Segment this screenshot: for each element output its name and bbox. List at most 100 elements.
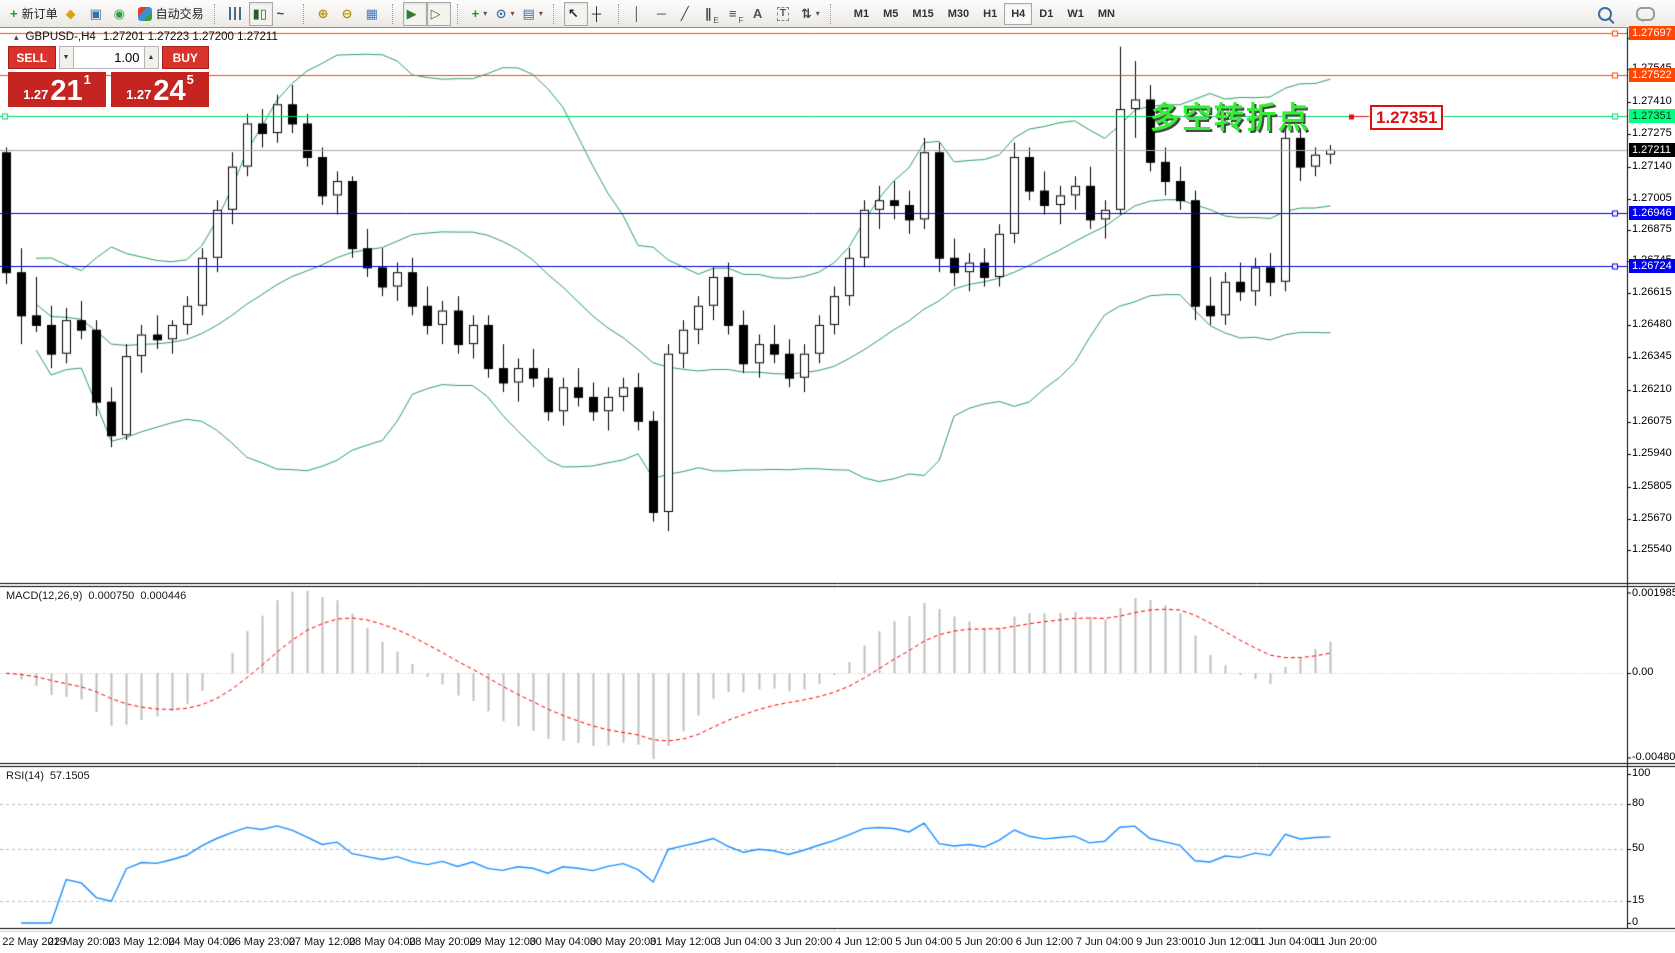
timeframe-m5-button[interactable]: M5 [876, 3, 905, 25]
signals-button[interactable]: ◉ [110, 2, 134, 26]
level-price-badge: 1.26946 [1629, 206, 1675, 220]
autotrading-button-label: 自动交易 [155, 7, 204, 21]
rsi-title: RSI(14) [6, 770, 44, 782]
time-axis-label: 11 Jun 20:00 [1314, 936, 1377, 948]
fibonacci-icon-letter: F [738, 15, 744, 25]
terminal-button[interactable]: ▣ [86, 2, 110, 26]
timeframe-m1-button[interactable]: M1 [847, 3, 876, 25]
chat-button[interactable] [1632, 2, 1659, 26]
rsi-axis-label: 100 [1632, 767, 1651, 779]
horizontal-line-button[interactable]: ─ [653, 2, 677, 26]
zoom-out-button[interactable]: ⊖ [338, 2, 362, 26]
vertical-line-button[interactable]: │ [629, 2, 653, 26]
trade-panel-prices: 1.27 21 1 1.27 24 5 [8, 72, 209, 107]
autotrading-button[interactable]: 自动交易 [134, 2, 208, 26]
toolbar-separator [391, 3, 399, 24]
chevron-down-icon: ▾ [510, 9, 515, 18]
timeframe-d1-button[interactable]: D1 [1032, 3, 1060, 25]
chart-shift-button[interactable]: ▷ [426, 1, 451, 26]
timeframe-h4-button[interactable]: H4 [1004, 2, 1033, 25]
bar-chart-icon [228, 7, 242, 20]
arrows-button[interactable]: ⇅ ▾ [797, 2, 824, 26]
metaeditor-button[interactable]: ◆ [62, 2, 86, 26]
level-price-badge: 1.27697 [1629, 26, 1675, 40]
timeframe-w1-button[interactable]: W1 [1060, 3, 1091, 25]
time-axis-label: 5 Jun 20:00 [955, 936, 1014, 948]
trendline-button[interactable]: ╱ [677, 2, 701, 26]
arrows-icon: ⇅ [800, 5, 812, 21]
time-axis-label: 31 May 12:00 [649, 936, 717, 948]
timeframe-m30-button[interactable]: M30 [941, 3, 976, 25]
volume-decrease-button[interactable]: ▼ [58, 46, 74, 69]
volume-increase-button[interactable]: ▲ [143, 46, 159, 69]
buy-price-tile[interactable]: 1.27 24 5 [111, 72, 209, 107]
crosshair-icon: ┼ [591, 5, 602, 21]
toolbar-groups: + 新订单 ◆ ▣ ◉ 自动交易 ▮▯ ~ ⊕ ⊖ ▦ ▶ ▷ + ▾ ⊙ ▾ ▤ ▾ ↖ ┼ │ ─ ╱ ∥ E ≡ F A T ⇅ ▾ [6, 1, 841, 26]
rsi-indicator-header: RSI(14) 57.1505 [6, 770, 90, 782]
rsi-value: 57.1505 [49, 770, 90, 782]
time-axis-label: 29 May 12:00 [469, 936, 536, 948]
time-axis-label: 4 Jun 12:00 [835, 936, 893, 948]
search-button[interactable] [1594, 2, 1618, 26]
auto-scroll-button[interactable]: ▶ [402, 1, 427, 26]
time-axis-label: 28 May 20:00 [409, 936, 476, 948]
sell-price-tile[interactable]: 1.27 21 1 [8, 72, 106, 107]
level-price-badge: 1.27522 [1629, 68, 1675, 82]
trade-panel-controls: SELL ▼ ▲ BUY [8, 46, 209, 69]
text-button[interactable]: A [749, 2, 773, 26]
buy-button[interactable]: BUY [161, 46, 209, 69]
text-label-button[interactable]: T [773, 2, 797, 26]
chart-symbol-icon: ▴ [14, 31, 19, 42]
macd-axis-max-label: 0.001985 [1632, 587, 1675, 599]
price-tick-label: 1.27410 [1632, 95, 1672, 107]
timeframe-mn-button[interactable]: MN [1091, 3, 1122, 25]
time-axis-label: 23 May 12:00 [108, 936, 175, 948]
bar-chart-button[interactable] [225, 2, 249, 26]
chevron-down-icon: ▾ [483, 9, 488, 18]
indicators-button[interactable]: + ▾ [468, 2, 492, 26]
zoom-in-button[interactable]: ⊕ [314, 2, 338, 26]
macd-title: MACD(12,26,9) [6, 590, 83, 602]
time-axis-label: 10 Jun 12:00 [1193, 936, 1257, 948]
volume-stepper: ▼ ▲ [58, 46, 159, 69]
timeframe-m15-button[interactable]: M15 [905, 3, 940, 25]
tile-windows-button[interactable]: ▦ [362, 2, 386, 26]
sell-button[interactable]: SELL [8, 46, 56, 69]
time-axis-label: 3 Jun 04:00 [714, 936, 773, 948]
buy-price-prefix: 1.27 [126, 87, 152, 102]
candlestick-chart-button[interactable]: ▮▯ [248, 1, 273, 26]
line-chart-button[interactable]: ~ [273, 2, 297, 26]
toolbar-right [1594, 2, 1669, 26]
rsi-axis-label: 15 [1632, 894, 1645, 906]
crosshair-button[interactable]: ┼ [588, 2, 612, 26]
timeframe-h1-button[interactable]: H1 [976, 3, 1004, 25]
price-tick-label: 1.26210 [1632, 383, 1672, 395]
new-order-button[interactable]: + 新订单 [6, 2, 62, 26]
templates-button[interactable]: ▤ ▾ [519, 2, 547, 26]
price-tick-label: 1.27275 [1632, 127, 1672, 139]
toolbar: + 新订单 ◆ ▣ ◉ 自动交易 ▮▯ ~ ⊕ ⊖ ▦ ▶ ▷ + ▾ ⊙ ▾ ▤ ▾ ↖ ┼ │ ─ ╱ ∥ E ≡ F A T ⇅ ▾ M… [0, 0, 1675, 28]
toolbar-separator [552, 3, 560, 24]
channel-icon-letter: E [713, 15, 719, 25]
time-axis-label: 7 Jun 04:00 [1075, 936, 1134, 948]
rsi-axis-label: 0 [1632, 916, 1639, 928]
channel-button[interactable]: ∥ E [701, 2, 725, 26]
cursor-button[interactable]: ↖ [563, 1, 588, 26]
new-order-icon: + [10, 5, 18, 21]
price-tick-label: 1.25540 [1632, 543, 1672, 555]
macd-indicator-header: MACD(12,26,9) 0.000750 0.000446 [6, 590, 186, 602]
horizontal-line-icon: ─ [656, 5, 667, 21]
clock-icon: ⊙ [495, 5, 507, 21]
periods-button[interactable]: ⊙ ▾ [492, 2, 519, 26]
current-price-badge: 1.27211 [1629, 143, 1675, 157]
sell-price-prefix: 1.27 [23, 87, 49, 102]
macd-axis-zero-label: 0.00 [1632, 666, 1654, 678]
price-callout-label: 1.27351 [1370, 104, 1444, 130]
price-tick-label: 1.27005 [1632, 192, 1672, 204]
text-label-icon: T [776, 6, 789, 21]
zoom-out-icon: ⊖ [341, 5, 353, 21]
time-axis-label: 28 May 04:00 [348, 936, 416, 948]
fibonacci-button[interactable]: ≡ F [725, 2, 749, 26]
volume-input[interactable] [73, 46, 144, 69]
